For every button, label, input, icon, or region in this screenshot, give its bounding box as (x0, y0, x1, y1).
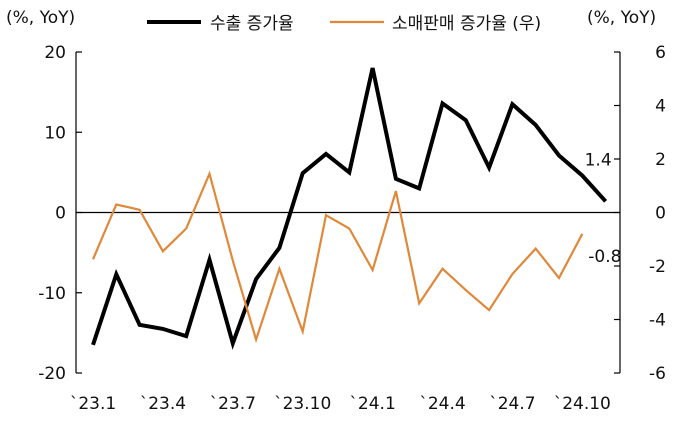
x-axis-tick-labels: `23.1 `23.4 `23.7 `23.10 `24.1 `24.4 `24.7 `24.… (70, 394, 611, 414)
left-tick-label: 10 (44, 123, 66, 143)
x-tick-label: `24.7 (489, 394, 535, 414)
data-labels: 1.4 -0.8 (585, 150, 622, 267)
x-tick-label: `24.10 (554, 394, 611, 414)
right-tick-label: -6 (649, 364, 666, 384)
right-tick-label: 6 (655, 43, 666, 63)
series-line-retail-sales (91, 170, 584, 344)
x-tick-label: `23.1 (70, 394, 116, 414)
series-line-exports (91, 67, 608, 350)
x-tick-label: `24.4 (419, 394, 465, 414)
left-tick-label: -10 (38, 284, 66, 304)
right-tick-label: -4 (649, 311, 666, 331)
x-tick-label: `24.1 (349, 394, 395, 414)
left-axis-unit: (%, YoY) (6, 8, 75, 28)
x-tick-label: `23.4 (140, 394, 186, 414)
right-tick-label: -2 (649, 257, 666, 277)
right-axis-ticks: 6 4 2 0 -2 -4 -6 (614, 43, 666, 384)
x-tick-label: `23.10 (274, 394, 331, 414)
left-axis-ticks: 20 10 0 -10 -20 (38, 43, 82, 384)
data-label-exports-last: 1.4 (585, 150, 612, 170)
legend-label-exports: 수출 증가율 (210, 14, 294, 34)
right-tick-label: 0 (655, 204, 666, 224)
left-tick-label: -20 (38, 364, 66, 384)
right-tick-label: 4 (655, 97, 666, 117)
x-tick-label: `23.7 (210, 394, 256, 414)
legend: 수출 증가율 소매판매 증가율 (우) (147, 14, 541, 34)
left-tick-label: 20 (44, 43, 66, 63)
legend-label-retail-sales: 소매판매 증가율 (우) (392, 14, 541, 34)
left-tick-label: 0 (55, 204, 66, 224)
data-label-retail-sales-last: -0.8 (588, 247, 621, 267)
series-layer (91, 67, 608, 350)
right-tick-label: 2 (655, 150, 666, 170)
right-axis-unit: (%, YoY) (587, 8, 656, 28)
